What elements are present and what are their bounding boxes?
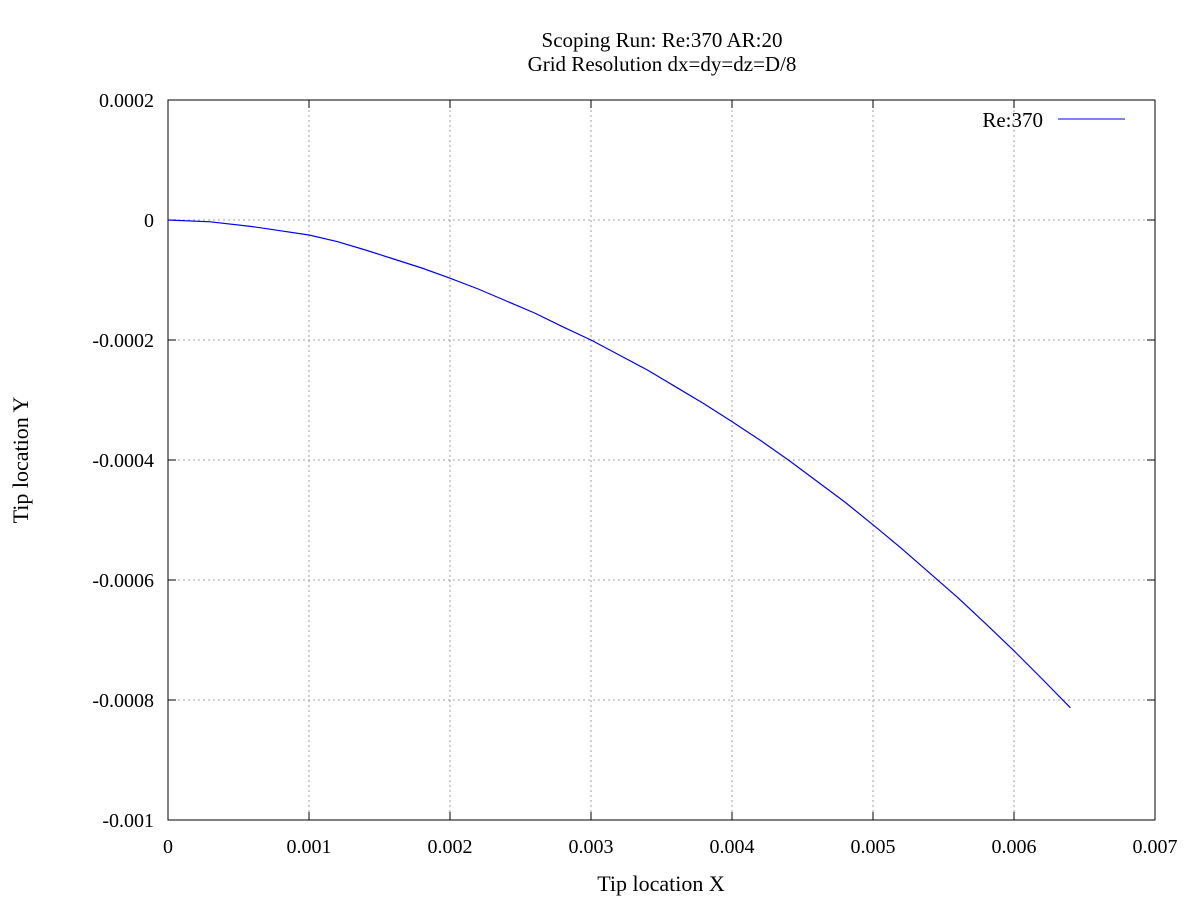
axis-ticks: 0 0.001 0.002 0.003 0.004 0.005 0.006 0.007 -0.0… [92, 90, 1177, 858]
y-tick-label: -0.0008 [92, 690, 154, 712]
y-axis-label: Tip location Y [8, 397, 33, 524]
series-line [167, 219, 1071, 709]
plot-frame [167, 99, 1156, 821]
x-axis-label: Tip location X [597, 871, 725, 896]
x-tick-label: 0.006 [992, 836, 1037, 858]
chart-title: Scoping Run: Re:370 AR:20 [542, 28, 783, 52]
chart-subtitle: Grid Resolution dx=dy=dz=D/8 [528, 52, 797, 76]
x-tick-label: 0.003 [569, 836, 614, 858]
y-tick-label: 0.0002 [99, 90, 154, 112]
y-tick-label: -0.0004 [92, 450, 154, 472]
legend-label: Re:370 [982, 108, 1043, 132]
grid-lines [168, 100, 1155, 820]
y-tick-label: 0 [144, 210, 154, 232]
x-tick-label: 0 [163, 836, 173, 858]
x-tick-label: 0.002 [428, 836, 473, 858]
x-tick-label: 0.001 [287, 836, 332, 858]
legend: Re:370 [982, 108, 1125, 132]
y-tick-label: -0.001 [102, 810, 154, 832]
x-tick-label: 0.007 [1133, 836, 1178, 858]
series-layer [167, 219, 1071, 709]
y-tick-label: -0.0002 [92, 330, 154, 352]
x-tick-label: 0.005 [851, 836, 896, 858]
x-tick-label: 0.004 [710, 836, 755, 858]
y-tick-label: -0.0006 [92, 570, 154, 592]
